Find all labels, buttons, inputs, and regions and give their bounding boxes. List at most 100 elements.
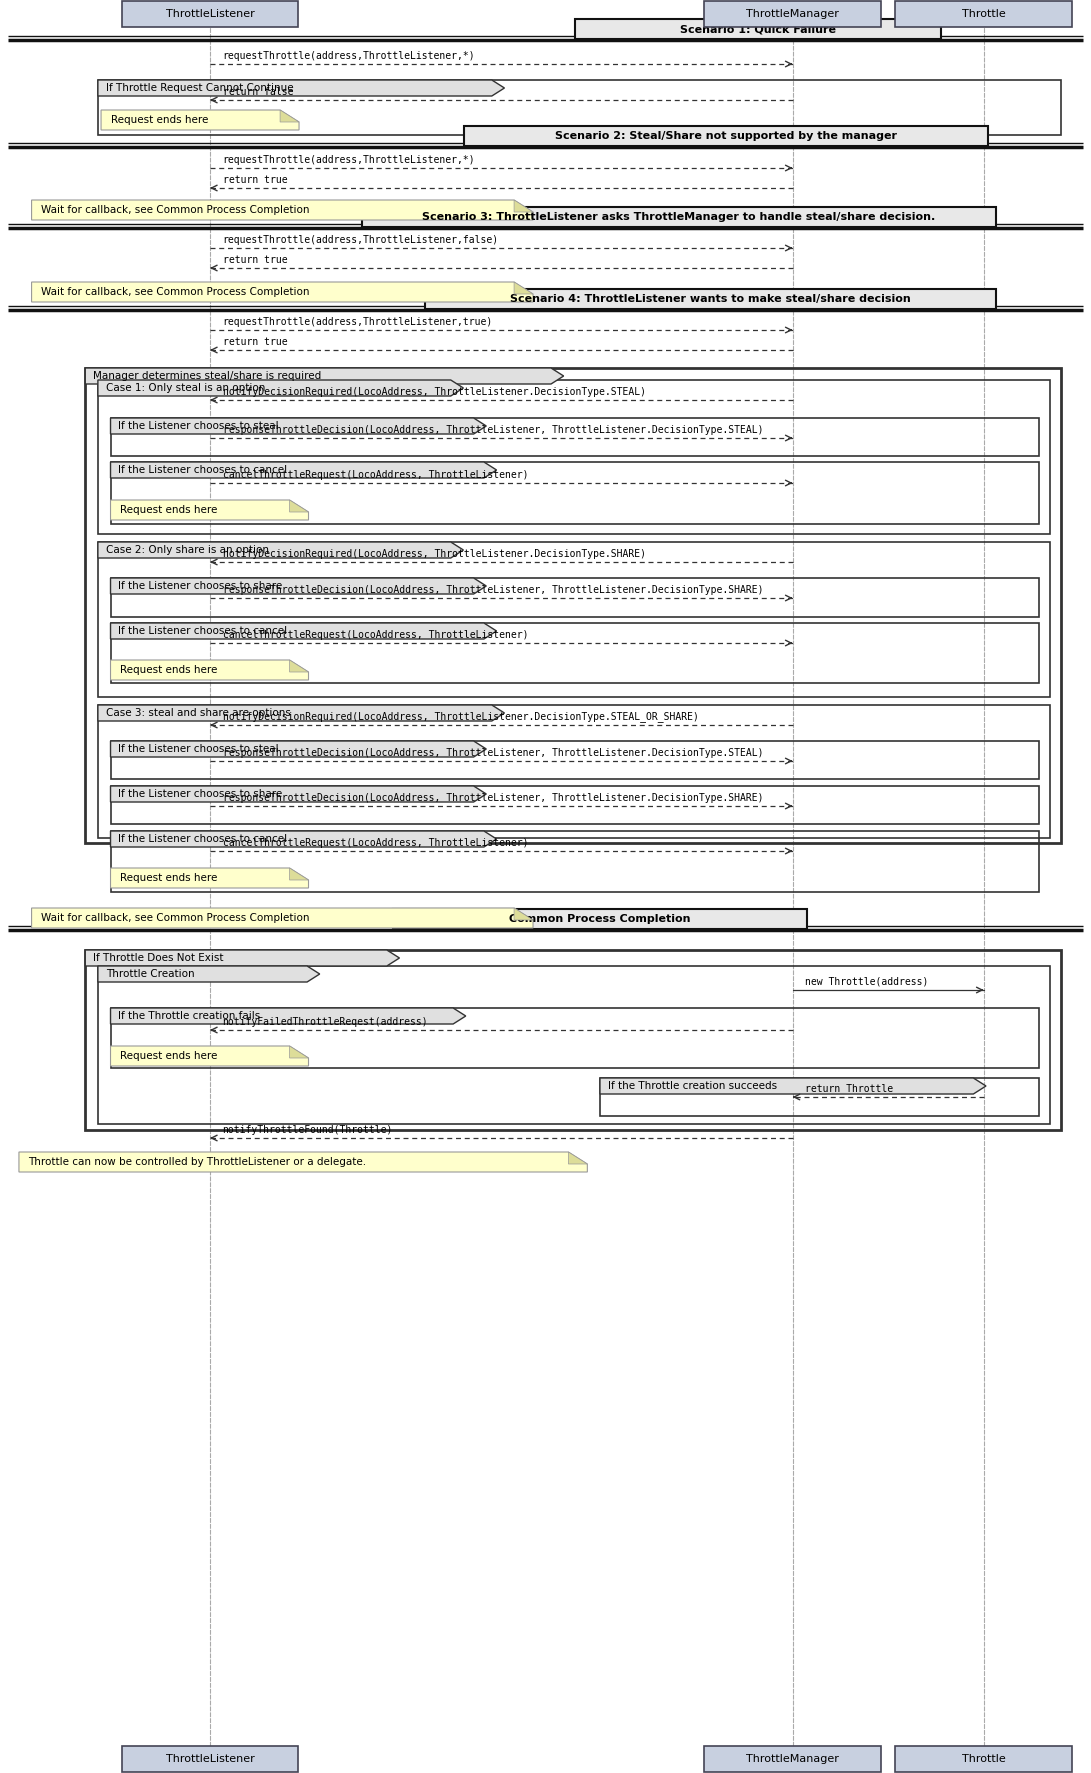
Text: requestThrottle(address,ThrottleListener,*): requestThrottle(address,ThrottleListener… xyxy=(223,154,476,165)
FancyBboxPatch shape xyxy=(704,2,882,27)
Text: return false: return false xyxy=(223,87,293,98)
Polygon shape xyxy=(110,500,309,519)
Polygon shape xyxy=(101,110,299,129)
Text: Wait for callback, see Common Process Completion: Wait for callback, see Common Process Co… xyxy=(41,287,310,298)
Text: If the Listener chooses to share: If the Listener chooses to share xyxy=(119,582,283,590)
Text: Case 3: steal and share are options: Case 3: steal and share are options xyxy=(106,707,290,718)
Text: If the Listener chooses to steal: If the Listener chooses to steal xyxy=(119,745,279,754)
Text: Request ends here: Request ends here xyxy=(120,1051,217,1060)
Text: return Throttle: return Throttle xyxy=(805,1083,894,1094)
Text: cancelThrottleRequest(LocoAddress, ThrottleListener): cancelThrottleRequest(LocoAddress, Throt… xyxy=(223,629,528,640)
Text: Throttle: Throttle xyxy=(962,9,1006,20)
Text: notifyDecisionRequired(LocoAddress, ThrottleListener.DecisionType.STEAL_OR_SHARE: notifyDecisionRequired(LocoAddress, Thro… xyxy=(223,711,698,722)
Text: requestThrottle(address,ThrottleListener,false): requestThrottle(address,ThrottleListener… xyxy=(223,236,499,245)
FancyBboxPatch shape xyxy=(361,207,996,227)
Text: Scenario 1: Quick Failure: Scenario 1: Quick Failure xyxy=(680,25,836,34)
Text: return true: return true xyxy=(223,337,287,348)
Text: return true: return true xyxy=(223,176,287,184)
Text: Request ends here: Request ends here xyxy=(120,505,217,514)
Text: Throttle Creation: Throttle Creation xyxy=(106,970,194,979)
Polygon shape xyxy=(289,500,309,512)
Polygon shape xyxy=(98,379,464,395)
FancyBboxPatch shape xyxy=(464,126,988,145)
Text: requestThrottle(address,ThrottleListener,*): requestThrottle(address,ThrottleListener… xyxy=(223,51,476,60)
Polygon shape xyxy=(514,282,533,294)
Polygon shape xyxy=(289,1046,309,1058)
Text: cancelThrottleRequest(LocoAddress, ThrottleListener): cancelThrottleRequest(LocoAddress, Throt… xyxy=(223,839,528,847)
Polygon shape xyxy=(110,622,496,638)
Text: notifyThrottleFound(Throttle): notifyThrottleFound(Throttle) xyxy=(223,1126,393,1135)
Polygon shape xyxy=(514,200,533,213)
Polygon shape xyxy=(32,200,533,220)
Text: Throttle can now be controlled by ThrottleListener or a delegate.: Throttle can now be controlled by Thrott… xyxy=(28,1158,367,1167)
Text: Case 1: Only steal is an option: Case 1: Only steal is an option xyxy=(106,383,265,394)
Polygon shape xyxy=(32,908,533,927)
Text: ThrottleListener: ThrottleListener xyxy=(166,1753,254,1764)
Polygon shape xyxy=(110,578,487,594)
FancyBboxPatch shape xyxy=(896,1746,1072,1771)
Polygon shape xyxy=(280,110,299,122)
Text: If Throttle Does Not Exist: If Throttle Does Not Exist xyxy=(93,954,224,963)
Text: requestThrottle(address,ThrottleListener,true): requestThrottle(address,ThrottleListener… xyxy=(223,317,493,326)
Polygon shape xyxy=(110,1046,309,1066)
Text: Case 2: Only share is an option: Case 2: Only share is an option xyxy=(106,544,268,555)
Text: Scenario 4: ThrottleListener wants to make steal/share decision: Scenario 4: ThrottleListener wants to ma… xyxy=(511,294,911,303)
FancyBboxPatch shape xyxy=(393,910,807,929)
Text: responseThrottleDecision(LocoAddress, ThrottleListener, ThrottleListener.Decisio: responseThrottleDecision(LocoAddress, Th… xyxy=(223,585,763,596)
Text: If the Listener chooses to cancel: If the Listener chooses to cancel xyxy=(119,833,288,844)
Polygon shape xyxy=(110,869,309,888)
Polygon shape xyxy=(110,1009,466,1025)
Polygon shape xyxy=(110,832,496,847)
Polygon shape xyxy=(110,418,487,434)
FancyBboxPatch shape xyxy=(704,1746,882,1771)
Polygon shape xyxy=(98,706,504,722)
Text: notifyFailedThrottleReqest(address): notifyFailedThrottleReqest(address) xyxy=(223,1018,429,1027)
Text: Request ends here: Request ends here xyxy=(120,665,217,676)
Text: notifyDecisionRequired(LocoAddress, ThrottleListener.DecisionType.STEAL): notifyDecisionRequired(LocoAddress, Thro… xyxy=(223,387,646,397)
Text: If the Listener chooses to cancel: If the Listener chooses to cancel xyxy=(119,626,288,637)
FancyBboxPatch shape xyxy=(121,1746,299,1771)
Polygon shape xyxy=(98,966,320,982)
Text: If the Listener chooses to share: If the Listener chooses to share xyxy=(119,789,283,800)
Text: Request ends here: Request ends here xyxy=(110,115,208,126)
Text: Wait for callback, see Common Process Completion: Wait for callback, see Common Process Co… xyxy=(41,206,310,215)
Text: Common Process Completion: Common Process Completion xyxy=(509,915,691,924)
Text: Manager determines steal/share is required: Manager determines steal/share is requir… xyxy=(93,371,322,381)
Polygon shape xyxy=(110,463,496,479)
Text: Throttle: Throttle xyxy=(962,1753,1006,1764)
Text: responseThrottleDecision(LocoAddress, ThrottleListener, ThrottleListener.Decisio: responseThrottleDecision(LocoAddress, Th… xyxy=(223,426,763,434)
Text: If the Throttle creation fails: If the Throttle creation fails xyxy=(119,1011,261,1021)
FancyBboxPatch shape xyxy=(896,2,1072,27)
Polygon shape xyxy=(98,80,504,96)
Polygon shape xyxy=(289,869,309,879)
Polygon shape xyxy=(514,908,533,920)
Text: If Throttle Request Cannot Continue: If Throttle Request Cannot Continue xyxy=(106,83,293,92)
Polygon shape xyxy=(85,950,399,966)
Polygon shape xyxy=(289,660,309,672)
Text: responseThrottleDecision(LocoAddress, ThrottleListener, ThrottleListener.Decisio: responseThrottleDecision(LocoAddress, Th… xyxy=(223,748,763,759)
Polygon shape xyxy=(32,282,533,301)
Polygon shape xyxy=(85,369,564,385)
Text: If the Listener chooses to cancel: If the Listener chooses to cancel xyxy=(119,465,288,475)
Polygon shape xyxy=(19,1152,587,1172)
Text: return true: return true xyxy=(223,255,287,264)
Text: ThrottleManager: ThrottleManager xyxy=(746,1753,839,1764)
FancyBboxPatch shape xyxy=(121,2,299,27)
Text: new Throttle(address): new Throttle(address) xyxy=(805,977,928,988)
Polygon shape xyxy=(110,741,487,757)
Text: Wait for callback, see Common Process Completion: Wait for callback, see Common Process Co… xyxy=(41,913,310,924)
Text: If the Listener chooses to steal: If the Listener chooses to steal xyxy=(119,420,279,431)
Text: Scenario 3: ThrottleListener asks ThrottleManager to handle steal/share decision: Scenario 3: ThrottleListener asks Thrott… xyxy=(422,213,936,222)
Polygon shape xyxy=(568,1152,587,1165)
Text: notifyDecisionRequired(LocoAddress, ThrottleListener.DecisionType.SHARE): notifyDecisionRequired(LocoAddress, Thro… xyxy=(223,550,646,558)
FancyBboxPatch shape xyxy=(575,20,942,39)
Polygon shape xyxy=(98,543,464,558)
Text: If the Throttle creation succeeds: If the Throttle creation succeeds xyxy=(608,1082,777,1090)
Polygon shape xyxy=(600,1078,986,1094)
Text: ThrottleListener: ThrottleListener xyxy=(166,9,254,20)
Polygon shape xyxy=(110,785,487,801)
FancyBboxPatch shape xyxy=(424,289,996,309)
Text: Scenario 2: Steal/Share not supported by the manager: Scenario 2: Steal/Share not supported by… xyxy=(555,131,897,142)
Text: responseThrottleDecision(LocoAddress, ThrottleListener, ThrottleListener.Decisio: responseThrottleDecision(LocoAddress, Th… xyxy=(223,793,763,803)
Text: ThrottleManager: ThrottleManager xyxy=(746,9,839,20)
